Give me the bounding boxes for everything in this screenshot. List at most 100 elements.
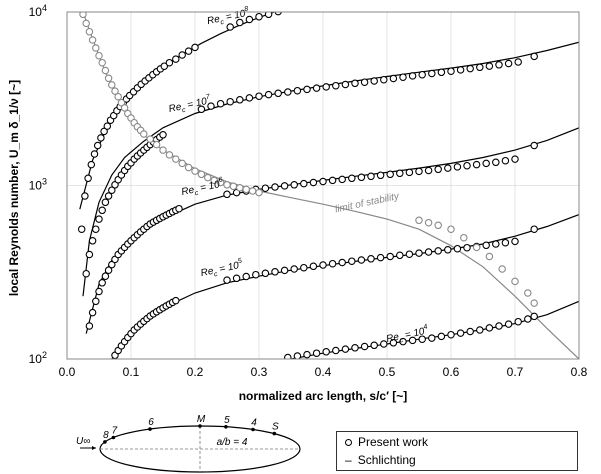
data-point xyxy=(380,75,388,84)
data-point xyxy=(293,86,302,95)
data-point xyxy=(184,47,193,55)
data-point xyxy=(396,169,404,178)
station-dot xyxy=(251,427,255,432)
data-point xyxy=(300,263,308,272)
data-point xyxy=(261,184,270,192)
data-point xyxy=(319,261,327,269)
data-point xyxy=(216,99,225,108)
data-point xyxy=(418,70,426,79)
data-point xyxy=(504,59,513,68)
plot-frame xyxy=(66,11,580,360)
data-point xyxy=(97,134,105,142)
data-point xyxy=(476,63,484,72)
data-point xyxy=(396,251,404,260)
data-point xyxy=(328,176,337,185)
data-point xyxy=(418,335,426,343)
data-point xyxy=(348,174,356,183)
data-point xyxy=(380,340,388,348)
data-point xyxy=(98,206,106,215)
data-point xyxy=(271,268,279,276)
data-point xyxy=(472,243,481,252)
data-point xyxy=(101,198,110,207)
data-point xyxy=(424,248,433,256)
data-point xyxy=(399,73,407,81)
y-tick-label: 102 xyxy=(29,350,47,366)
legend-item-schlichting: – Schlichting xyxy=(345,453,416,467)
x-tick-label: 0.4 xyxy=(315,365,332,379)
data-point xyxy=(120,104,129,112)
data-point xyxy=(405,168,414,177)
data-point xyxy=(415,167,423,176)
data-point xyxy=(453,244,462,253)
station-dot xyxy=(198,424,202,428)
data-point xyxy=(271,183,279,191)
data-point xyxy=(93,141,102,150)
data-point xyxy=(280,182,289,190)
data-point xyxy=(466,64,474,73)
data-point xyxy=(463,161,471,170)
data-point xyxy=(242,272,250,281)
data-point xyxy=(284,353,292,359)
data-point xyxy=(530,52,538,61)
data-point xyxy=(172,296,180,305)
data-point xyxy=(95,51,103,60)
data-point xyxy=(87,160,96,169)
data-point xyxy=(322,83,330,91)
data-point xyxy=(223,276,231,284)
data-point xyxy=(319,177,327,186)
data-point xyxy=(367,172,375,181)
data-point xyxy=(207,102,215,110)
data-point xyxy=(309,262,318,271)
data-point xyxy=(160,62,169,70)
data-point xyxy=(88,237,97,245)
data-point xyxy=(434,247,442,255)
data-point xyxy=(524,289,532,297)
data-point xyxy=(463,243,471,252)
data-point xyxy=(92,297,100,306)
data-point xyxy=(341,80,350,89)
station-label: S xyxy=(272,422,279,433)
data-point xyxy=(108,81,116,89)
data-point xyxy=(210,176,218,185)
data-point xyxy=(437,68,446,77)
inflow-arrow-head xyxy=(92,446,96,450)
data-point xyxy=(376,171,385,180)
data-point xyxy=(370,341,378,350)
data-point xyxy=(98,58,106,67)
data-point xyxy=(357,256,366,264)
data-point xyxy=(101,66,110,75)
data-point xyxy=(360,342,369,351)
data-point xyxy=(357,173,366,182)
data-point xyxy=(84,174,92,183)
data-point xyxy=(482,159,490,168)
data-point xyxy=(88,308,97,317)
data-point xyxy=(98,279,106,287)
data-point xyxy=(255,188,263,197)
data-point xyxy=(389,339,398,347)
data-point xyxy=(453,163,462,171)
data-point xyxy=(232,274,241,283)
data-point xyxy=(236,18,244,27)
data-point xyxy=(399,337,407,346)
data-point xyxy=(408,336,417,345)
data-point xyxy=(492,158,500,167)
data-point xyxy=(92,44,100,52)
data-point xyxy=(264,90,273,99)
data-point xyxy=(178,51,186,59)
data-point xyxy=(175,204,183,213)
data-point xyxy=(245,94,254,102)
circle-marker-icon xyxy=(345,438,352,446)
data-point xyxy=(524,315,532,323)
data-point xyxy=(82,269,90,278)
legend-schlichting-label: Schlichting xyxy=(357,453,416,467)
data-point xyxy=(501,156,510,165)
data-point xyxy=(338,175,346,184)
data-point xyxy=(85,322,94,330)
data-point xyxy=(530,312,538,321)
data-point xyxy=(332,346,340,355)
x-tick-label: 0.5 xyxy=(379,365,396,379)
legend: Present work – Schlichting xyxy=(336,431,578,471)
data-point xyxy=(386,252,394,261)
x-tick-label: 0.1 xyxy=(123,365,140,379)
